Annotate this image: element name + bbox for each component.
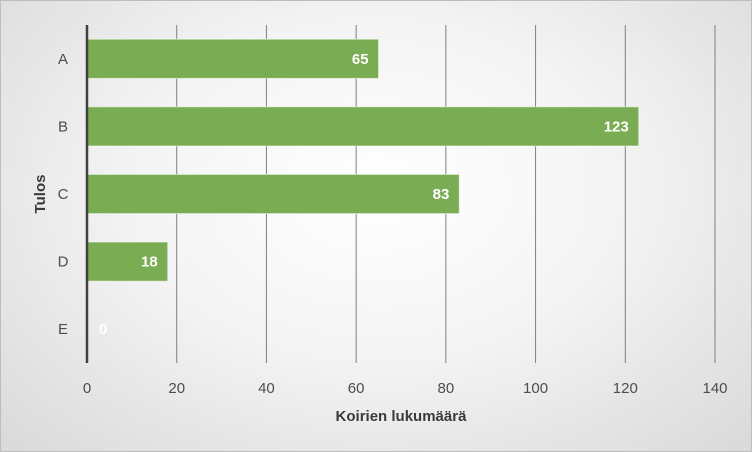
bar-A xyxy=(86,38,380,79)
bars xyxy=(86,38,640,282)
data-label-D: 18 xyxy=(141,254,158,271)
data-label-B: 123 xyxy=(604,118,629,135)
category-label-D: D xyxy=(58,254,69,271)
y-axis-title: Tulos xyxy=(32,175,49,214)
data-label-E: 0 xyxy=(99,321,107,338)
x-axis-title: Koirien lukumäärä xyxy=(336,408,468,425)
bar-C xyxy=(86,173,460,215)
data-label-C: 83 xyxy=(433,186,450,203)
category-label-C: C xyxy=(58,186,69,203)
x-tick-label: 20 xyxy=(168,380,185,397)
x-tick-label: 140 xyxy=(702,380,727,397)
x-tick-label: 80 xyxy=(438,380,455,397)
category-label-B: B xyxy=(58,118,68,135)
bar-B xyxy=(86,106,640,147)
x-tick-label: 60 xyxy=(348,380,365,397)
data-labels: 65 123 83 18 0 xyxy=(99,51,629,338)
x-tick-label: 0 xyxy=(83,380,91,397)
category-label-E: E xyxy=(58,321,68,338)
y-axis-tick-labels: A B C D E xyxy=(58,51,69,338)
x-tick-label: 120 xyxy=(613,380,638,397)
x-axis-tick-labels: 0 20 40 60 80 100 120 140 xyxy=(83,380,728,397)
x-tick-label: 40 xyxy=(258,380,275,397)
category-label-A: A xyxy=(58,51,68,68)
data-label-A: 65 xyxy=(352,51,369,68)
x-tick-label: 100 xyxy=(523,380,548,397)
